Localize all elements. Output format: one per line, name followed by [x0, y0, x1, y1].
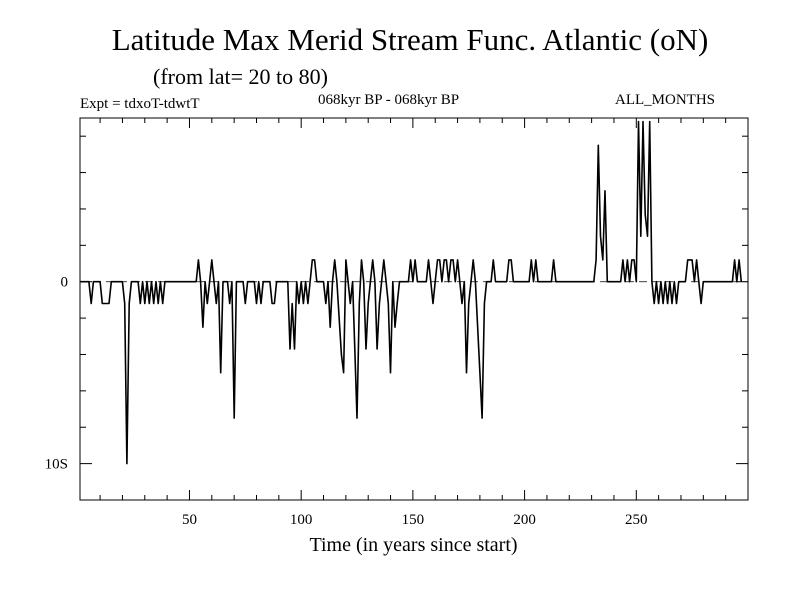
x-tick-label: 200: [513, 512, 536, 528]
y-tick-label: 10S: [45, 457, 68, 473]
chart-title: Latitude Max Merid Stream Func. Atlantic…: [111, 22, 709, 57]
plot-frame: [79, 117, 749, 501]
x-tick-label: 50: [182, 512, 197, 528]
y-tick-label: 0: [61, 275, 69, 291]
x-tick-label: 250: [625, 512, 648, 528]
series-line: [80, 120, 743, 465]
experiment-label: Expt = tdxoT-tdwtT: [80, 96, 200, 112]
period-label: 068kyr BP - 068kyr BP: [318, 92, 460, 108]
x-axis-label: Time (in years since start): [309, 534, 518, 556]
chart-subtitle: (from lat= 20 to 80): [153, 64, 328, 89]
months-label: ALL_MONTHS: [615, 92, 715, 108]
x-tick-label: 100: [290, 512, 313, 528]
x-tick-label: 150: [402, 512, 425, 528]
